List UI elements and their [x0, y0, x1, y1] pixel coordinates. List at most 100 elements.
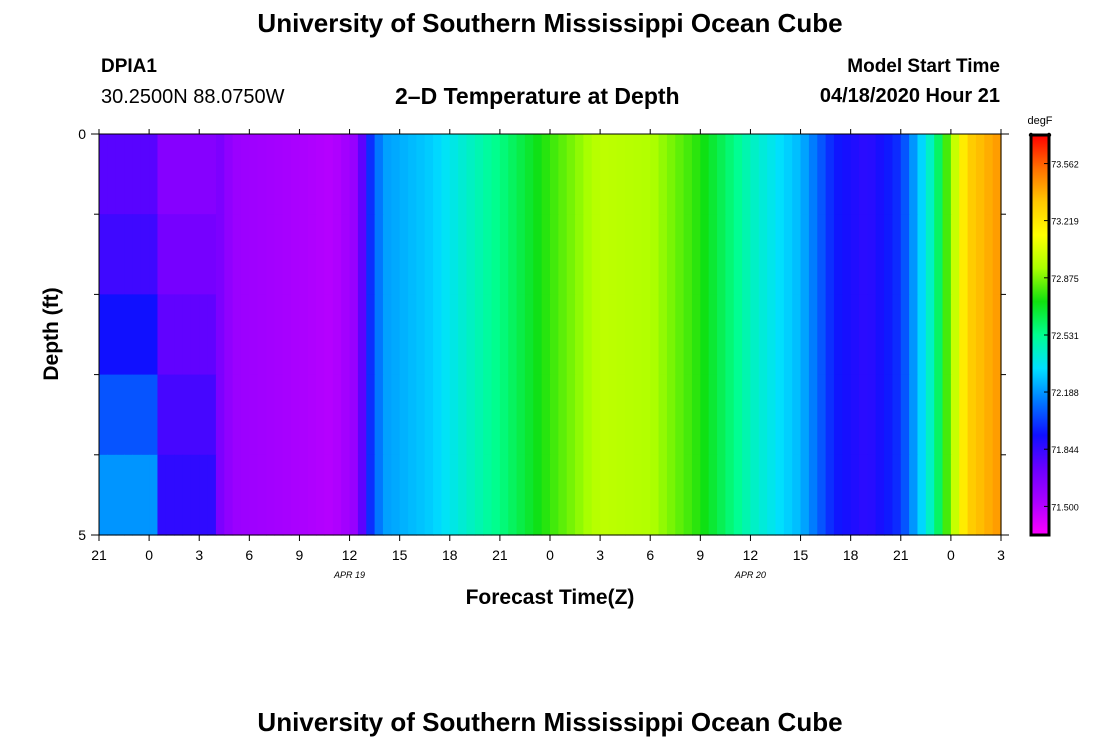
heatmap-cell [299, 454, 309, 536]
heatmap-cell [808, 454, 818, 536]
heatmap-cell [424, 134, 434, 215]
heatmap-cell [382, 214, 392, 295]
heatmap-cell [733, 454, 743, 536]
heatmap-cell [374, 134, 384, 215]
heatmap-cell [967, 294, 977, 376]
heatmap-cell [825, 214, 835, 295]
heatmap-cell [224, 214, 234, 295]
x-tick-label: 3 [997, 547, 1005, 563]
heatmap-cell [558, 294, 568, 376]
heatmap-cell [550, 214, 559, 295]
heatmap-cell [240, 294, 250, 376]
heatmap-cell [742, 134, 752, 215]
heatmap-cell [767, 374, 777, 456]
heatmap-cell [625, 134, 635, 215]
heatmap-cell [875, 134, 885, 215]
heatmap-cell [783, 134, 793, 215]
heatmap-cell [984, 454, 994, 536]
heatmap-cell [441, 294, 451, 376]
model-start-label: Model Start Time [847, 56, 1000, 77]
heatmap-cell [257, 454, 267, 536]
heatmap-cell [124, 454, 134, 536]
heatmap-cell [408, 134, 417, 215]
heatmap-cell [274, 374, 284, 456]
heatmap-cell [408, 454, 417, 536]
colorbar-tick-label: 72.188 [1051, 388, 1079, 398]
heatmap-cell [357, 134, 367, 215]
heatmap-cell [783, 214, 793, 295]
chart-axes: 21 0 3 6 9 12 15 18 21 0 3 6 9 12 15 18 21 0 3 APR 19 APR 20… [78, 126, 1009, 580]
x-tick-label: 0 [145, 547, 153, 563]
heatmap-cell [299, 374, 309, 456]
heatmap-cell [483, 374, 493, 456]
heatmap-cell [157, 454, 167, 536]
heatmap-cell [533, 294, 543, 376]
heatmap-cell [332, 454, 342, 536]
heatmap-cell [783, 454, 793, 536]
heatmap-cell [466, 454, 476, 536]
heatmap-cell [833, 374, 843, 456]
heatmap-cell [909, 454, 919, 536]
heatmap-cell [324, 214, 334, 295]
heatmap-cell [207, 134, 217, 215]
heatmap-cell [608, 134, 618, 215]
heatmap-cell [274, 134, 284, 215]
heatmap-cell [959, 214, 969, 295]
heatmap-cell [583, 294, 593, 376]
heatmap-cell [341, 454, 351, 536]
heatmap-cell [207, 374, 217, 456]
heatmap-cell [925, 214, 935, 295]
heatmap-cell [925, 294, 935, 376]
heatmap-cell [833, 454, 843, 536]
heatmap-cell [550, 134, 559, 215]
heatmap-cell [917, 214, 927, 295]
heatmap-cell [282, 294, 292, 376]
heatmap-cell [792, 134, 802, 215]
heatmap-cell [449, 454, 459, 536]
page-title: University of Southern Mississippi Ocean… [257, 8, 843, 38]
heatmap-cell [750, 294, 760, 376]
heatmap-cell [892, 294, 902, 376]
heatmap-cell [992, 374, 1002, 456]
heatmap-cell [433, 214, 443, 295]
heatmap-cell [658, 374, 668, 456]
heatmap-cell [717, 374, 726, 456]
heatmap-cell [349, 454, 359, 536]
heatmap-cell [182, 214, 192, 295]
heatmap-cell [433, 134, 443, 215]
heatmap-cell [725, 214, 735, 295]
heatmap-cell [224, 134, 234, 215]
heatmap-cell [742, 214, 752, 295]
heatmap-cell [600, 134, 610, 215]
heatmap-cell [408, 214, 417, 295]
x-tick-label: 6 [245, 547, 253, 563]
heatmap-cell [666, 214, 676, 295]
heatmap-cell [391, 134, 401, 215]
heatmap-cell [641, 374, 651, 456]
heatmap-cell [199, 134, 209, 215]
heatmap-cell [307, 454, 317, 536]
heatmap-cell [382, 134, 392, 215]
heatmap-cell [424, 214, 434, 295]
heatmap-cell [499, 214, 509, 295]
heatmap-cell [433, 454, 443, 536]
heatmap-cell [583, 374, 593, 456]
heatmap-cell [550, 294, 559, 376]
heatmap-cell [157, 294, 167, 376]
heatmap-cell [650, 134, 660, 215]
heatmap-cell [416, 134, 426, 215]
heatmap-cell [215, 214, 225, 295]
heatmap-cell [366, 374, 376, 456]
heatmap-cell [767, 294, 777, 376]
heatmap-cell [115, 134, 125, 215]
heatmap-cell [783, 374, 793, 456]
heatmap-cell [600, 374, 610, 456]
heatmap-cell [533, 374, 543, 456]
heatmap-cell [758, 294, 768, 376]
heatmap-cell [575, 374, 585, 456]
heatmap-cell [224, 454, 234, 536]
heatmap-cell [107, 214, 117, 295]
heatmap-cell [199, 214, 209, 295]
x-tick-label: 15 [793, 547, 809, 563]
heatmap-cell [533, 134, 543, 215]
